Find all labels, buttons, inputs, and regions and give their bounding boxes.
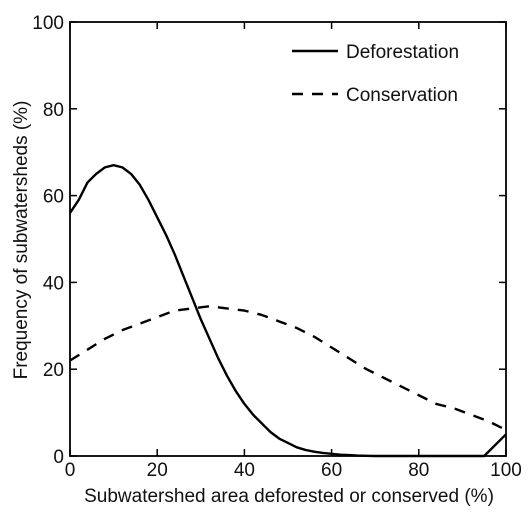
deforestation-series-line [69, 164, 507, 458]
y-axis-ticks: 0 20 40 60 80 100 [32, 13, 506, 468]
x-axis-label: Subwatershed area deforested or conserve… [84, 486, 494, 507]
legend-label-conservation: Conservation [346, 85, 458, 106]
y-tick-label: 40 [43, 273, 64, 294]
y-tick-label: 60 [43, 187, 64, 208]
x-axis-ticks: 0 20 40 60 80 100 [65, 22, 522, 481]
legend-label-deforestation: Deforestation [346, 42, 459, 63]
y-tick-label: 80 [43, 100, 64, 121]
x-tick-label: 80 [408, 460, 429, 481]
x-tick-label: 0 [65, 460, 76, 481]
plot-frame [69, 21, 507, 457]
y-tick-label: 100 [32, 13, 64, 34]
y-tick-label: 0 [53, 447, 64, 468]
x-tick-label: 100 [490, 460, 522, 481]
x-tick-label: 40 [234, 460, 255, 481]
series-lines [69, 164, 507, 458]
y-axis-label: Frequency of subwatersheds (%) [11, 101, 32, 380]
conservation-series-line [69, 305, 507, 432]
legend: Deforestation Conservation [292, 42, 459, 106]
x-tick-label: 60 [321, 460, 342, 481]
x-tick-label: 20 [147, 460, 168, 481]
y-tick-label: 20 [43, 360, 64, 381]
